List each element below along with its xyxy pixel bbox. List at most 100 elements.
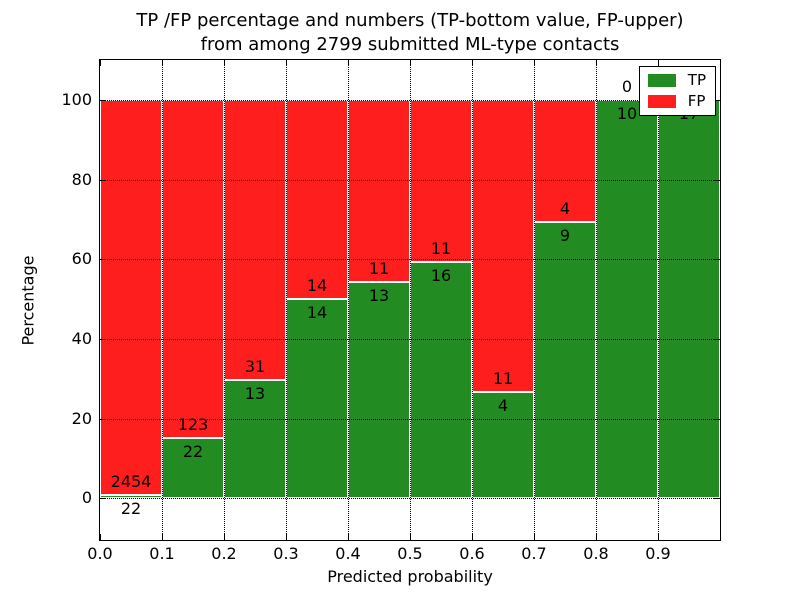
- tp-count-label: 13: [244, 384, 266, 404]
- y-tick-mark: [100, 418, 106, 420]
- tp-legend-swatch-icon: [647, 74, 676, 87]
- x-tick-mark: [286, 534, 287, 540]
- y-tick-label: 60: [71, 249, 92, 269]
- x-tick-label: 0.3: [273, 544, 299, 563]
- fp-count-label: 11: [368, 259, 390, 279]
- y-tick-label: 20: [71, 408, 92, 428]
- tp-bar-segment: [596, 99, 658, 499]
- fp-count-label: 0: [621, 76, 633, 96]
- y-tick-mark: [714, 259, 720, 261]
- y-tick-label: 0: [81, 488, 92, 508]
- fp-bar-segment: [534, 99, 596, 223]
- chart-title-line1: TP /FP percentage and numbers (TP-bottom…: [136, 10, 684, 31]
- fp-bar-segment: [100, 99, 162, 495]
- y-tick-mark: [714, 179, 720, 181]
- x-tick-mark: [224, 60, 225, 66]
- y-tick-mark: [100, 338, 106, 340]
- x-tick-mark: [348, 534, 349, 540]
- x-tick-label: 0.6: [459, 544, 485, 563]
- fp-count-label: 2454: [110, 471, 152, 491]
- x-tick-mark: [410, 534, 411, 540]
- tp-count-label: 13: [368, 286, 390, 306]
- tp-bar-segment: [162, 437, 224, 499]
- v-gridline: [162, 60, 163, 540]
- tp-bar-segment: [658, 99, 720, 499]
- x-tick-mark: [410, 60, 411, 66]
- x-tick-mark: [658, 60, 659, 66]
- v-gridline: [534, 60, 535, 540]
- y-tick-mark: [714, 99, 720, 101]
- y-tick-mark: [714, 418, 720, 420]
- fp-bar-segment: [472, 99, 534, 392]
- x-tick-mark: [472, 534, 473, 540]
- fp-count-label: 31: [244, 357, 266, 377]
- x-tick-mark: [286, 60, 287, 66]
- v-gridline: [472, 60, 473, 540]
- tp-bar-segment: [100, 494, 162, 499]
- fp-bar-segment: [162, 99, 224, 438]
- legend-item-tp: TP: [647, 71, 706, 89]
- plot-area: 24542212322311314141113111611449010017: [99, 59, 721, 541]
- legend-label-tp: TP: [687, 71, 706, 89]
- v-gridline: [348, 60, 349, 540]
- v-gridline: [224, 60, 225, 540]
- tp-bar-segment: [348, 282, 410, 499]
- y-tick-mark: [100, 99, 106, 101]
- x-tick-mark: [596, 534, 597, 540]
- x-tick-mark: [162, 60, 163, 66]
- x-tick-mark: [534, 534, 535, 540]
- tp-bar-segment: [534, 222, 596, 499]
- x-tick-mark: [224, 534, 225, 540]
- x-tick-mark: [534, 60, 535, 66]
- x-tick-mark: [596, 60, 597, 66]
- fp-bar-segment: [224, 99, 286, 381]
- x-tick-label: 0.0: [87, 544, 113, 563]
- tp-count-label: 9: [559, 226, 571, 246]
- y-tick-mark: [714, 338, 720, 340]
- tp-bar-segment: [286, 299, 348, 499]
- y-tick-mark: [100, 498, 106, 500]
- y-tick-mark: [100, 259, 106, 261]
- fp-count-label: 123: [177, 414, 209, 434]
- fp-count-label: 11: [492, 368, 514, 388]
- tp-bar-segment: [472, 391, 534, 499]
- tp-count-label: 4: [497, 395, 509, 415]
- x-tick-label: 0.2: [211, 544, 237, 563]
- fp-count-label: 11: [430, 239, 452, 259]
- x-tick-mark: [162, 534, 163, 540]
- v-gridline: [410, 60, 411, 540]
- tp-count-label: 16: [430, 266, 452, 286]
- x-tick-mark: [100, 534, 101, 540]
- tp-count-label: 22: [182, 441, 204, 461]
- x-tick-label: 0.7: [521, 544, 547, 563]
- v-gridline: [286, 60, 287, 540]
- v-gridline: [596, 60, 597, 540]
- chart-title-line2: from among 2799 submitted ML-type contac…: [200, 34, 620, 55]
- y-tick-label: 40: [71, 328, 92, 348]
- tp-count-label: 22: [120, 498, 142, 518]
- legend-item-fp: FP: [647, 94, 706, 109]
- x-tick-label: 0.4: [335, 544, 361, 563]
- fp-bar-segment: [410, 99, 472, 263]
- x-tick-label: 0.5: [397, 544, 423, 563]
- y-tick-label: 80: [71, 169, 92, 189]
- fp-bar-segment: [348, 99, 410, 283]
- y-tick-mark: [100, 179, 106, 181]
- x-tick-mark: [100, 60, 101, 66]
- y-tick-mark: [714, 498, 720, 500]
- tp-count-label: 14: [306, 303, 328, 322]
- x-axis-label: Predicted probability: [327, 567, 493, 586]
- y-tick-label: 100: [61, 89, 92, 109]
- legend: TP FP: [638, 66, 716, 116]
- chart-title: TP /FP percentage and numbers (TP-bottom…: [100, 9, 720, 57]
- v-gridline: [658, 60, 659, 540]
- x-tick-mark: [348, 60, 349, 66]
- fp-legend-swatch-icon: [647, 95, 676, 108]
- fp-count-label: 4: [559, 199, 571, 219]
- y-axis-label: Percentage: [18, 255, 38, 346]
- tp-bar-segment: [224, 380, 286, 499]
- x-tick-label: 0.9: [645, 544, 671, 563]
- fp-count-label: 14: [306, 276, 328, 295]
- x-tick-mark: [472, 60, 473, 66]
